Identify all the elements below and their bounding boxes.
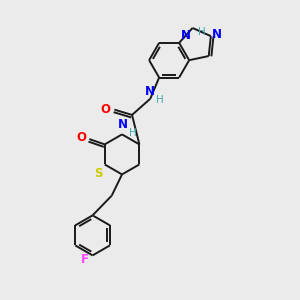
Text: H: H [156,95,164,105]
Text: O: O [100,103,110,116]
Text: H: H [198,26,205,37]
Text: S: S [94,167,102,180]
Text: N: N [212,28,222,41]
Text: O: O [76,131,86,144]
Text: N: N [182,29,191,42]
Text: F: F [81,253,89,266]
Text: N: N [118,118,128,131]
Text: H: H [129,128,137,138]
Text: N: N [145,85,155,98]
